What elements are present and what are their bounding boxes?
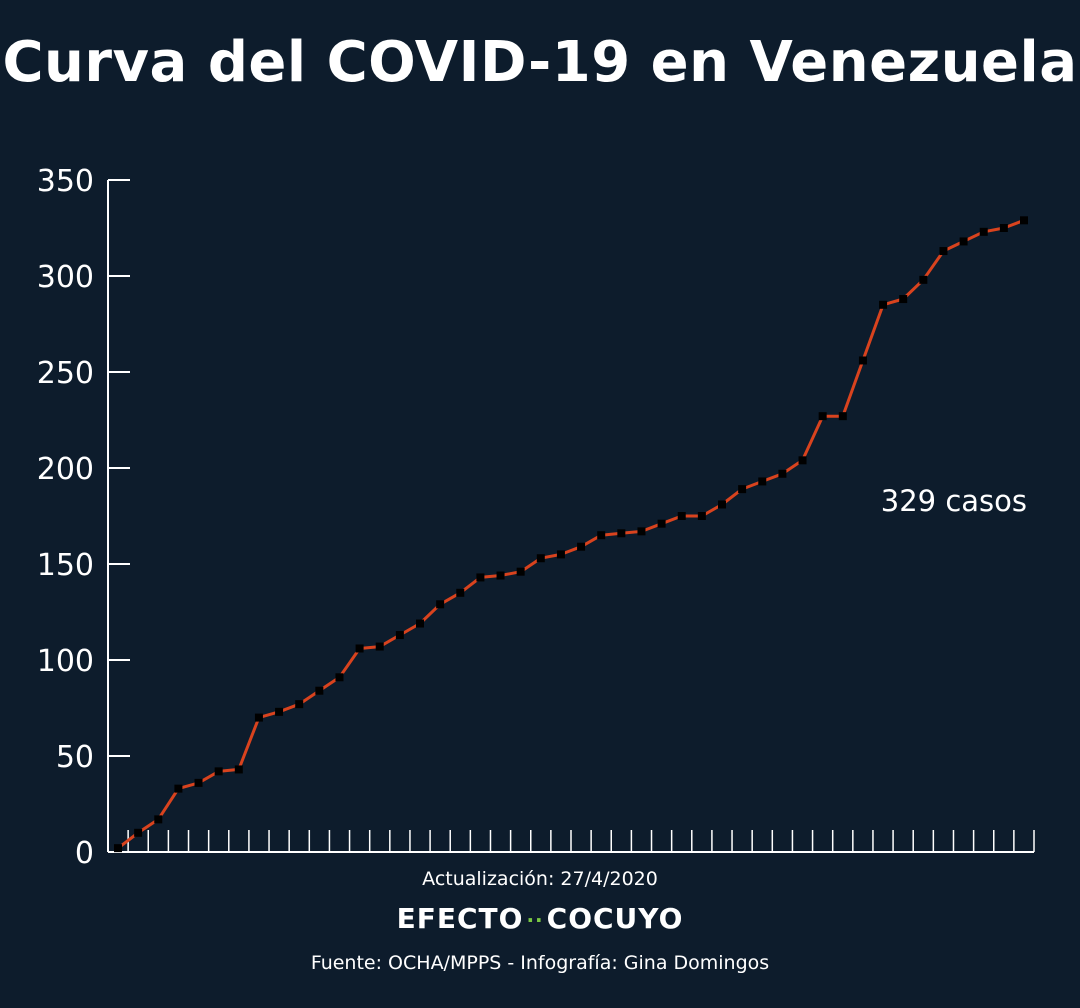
y-tick-label: 300 <box>37 260 94 295</box>
data-point <box>577 542 586 551</box>
data-point <box>556 550 565 559</box>
data-point <box>234 765 243 774</box>
data-point <box>174 784 183 793</box>
data-point <box>657 519 666 528</box>
source-credit: Fuente: OCHA/MPPS - Infografía: Gina Dom… <box>310 952 770 974</box>
y-tick-label: 200 <box>37 452 94 487</box>
data-point <box>355 644 364 653</box>
data-point <box>194 778 203 787</box>
data-point <box>979 227 988 236</box>
marker-layer <box>114 216 1028 853</box>
data-point <box>818 412 827 421</box>
data-point <box>718 500 726 509</box>
data-point <box>858 356 867 365</box>
x-axis <box>108 830 1035 853</box>
data-point <box>778 469 787 478</box>
data-point <box>335 673 344 682</box>
y-tick-label: 250 <box>37 356 94 391</box>
data-point <box>838 412 847 421</box>
data-point <box>899 295 908 304</box>
data-point <box>798 456 807 465</box>
data-point <box>1020 216 1028 225</box>
data-point <box>959 237 968 246</box>
data-point <box>597 531 606 540</box>
data-point <box>375 642 384 651</box>
cases-line <box>117 218 1025 850</box>
data-point <box>315 686 324 695</box>
data-point <box>114 844 122 853</box>
data-point <box>637 527 646 536</box>
data-point <box>496 571 505 580</box>
data-point <box>295 700 304 709</box>
y-tick-label: 350 <box>37 164 94 199</box>
data-point <box>879 300 888 309</box>
brand-logo: EFECTO ·· COCUYO <box>0 902 1080 935</box>
y-tick-label: 150 <box>37 548 94 583</box>
y-tick-label: 50 <box>56 740 94 775</box>
y-tick-label: 0 <box>75 836 94 871</box>
data-point <box>214 767 223 776</box>
data-point <box>677 512 686 520</box>
data-point <box>536 554 545 563</box>
brand-dots-icon: ·· <box>526 908 544 932</box>
y-tick-label: 100 <box>37 644 94 679</box>
data-point <box>617 529 626 538</box>
data-point <box>919 275 928 284</box>
total-cases-annotation: 329 casos <box>881 484 1027 518</box>
data-point <box>154 815 163 824</box>
data-point <box>476 573 485 582</box>
data-point <box>939 247 948 256</box>
brand-left: EFECTO <box>396 902 524 935</box>
update-date: Actualización: 27/4/2020 <box>422 868 658 890</box>
chart-title: Curva del COVID-19 en Venezuela <box>2 30 1078 95</box>
data-point <box>999 224 1008 232</box>
series-layer <box>117 218 1025 850</box>
data-point <box>697 512 706 520</box>
data-point <box>254 713 263 722</box>
data-point <box>738 485 747 494</box>
data-point <box>134 828 143 837</box>
data-point <box>275 707 284 716</box>
data-point <box>416 619 424 628</box>
brand-right: COCUYO <box>546 902 684 935</box>
data-point <box>456 588 465 597</box>
data-point <box>516 567 525 576</box>
data-point <box>758 477 767 486</box>
data-point <box>395 631 404 640</box>
data-point <box>436 600 445 609</box>
y-axis: 0 50 100 150 200 250 300 350 <box>37 164 130 871</box>
